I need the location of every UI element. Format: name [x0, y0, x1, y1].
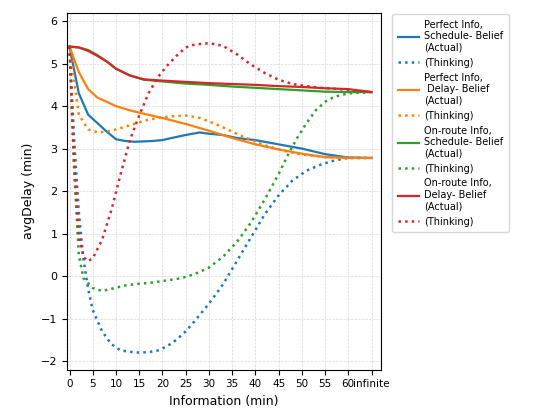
- X-axis label: Information (min): Information (min): [169, 395, 279, 408]
- Y-axis label: avgDelay (min): avgDelay (min): [22, 143, 35, 239]
- Legend: Perfect Info,
Schedule- Belief
(Actual), (Thinking), Perfect Info,
 Delay- Belie: Perfect Info, Schedule- Belief (Actual),…: [392, 14, 509, 232]
